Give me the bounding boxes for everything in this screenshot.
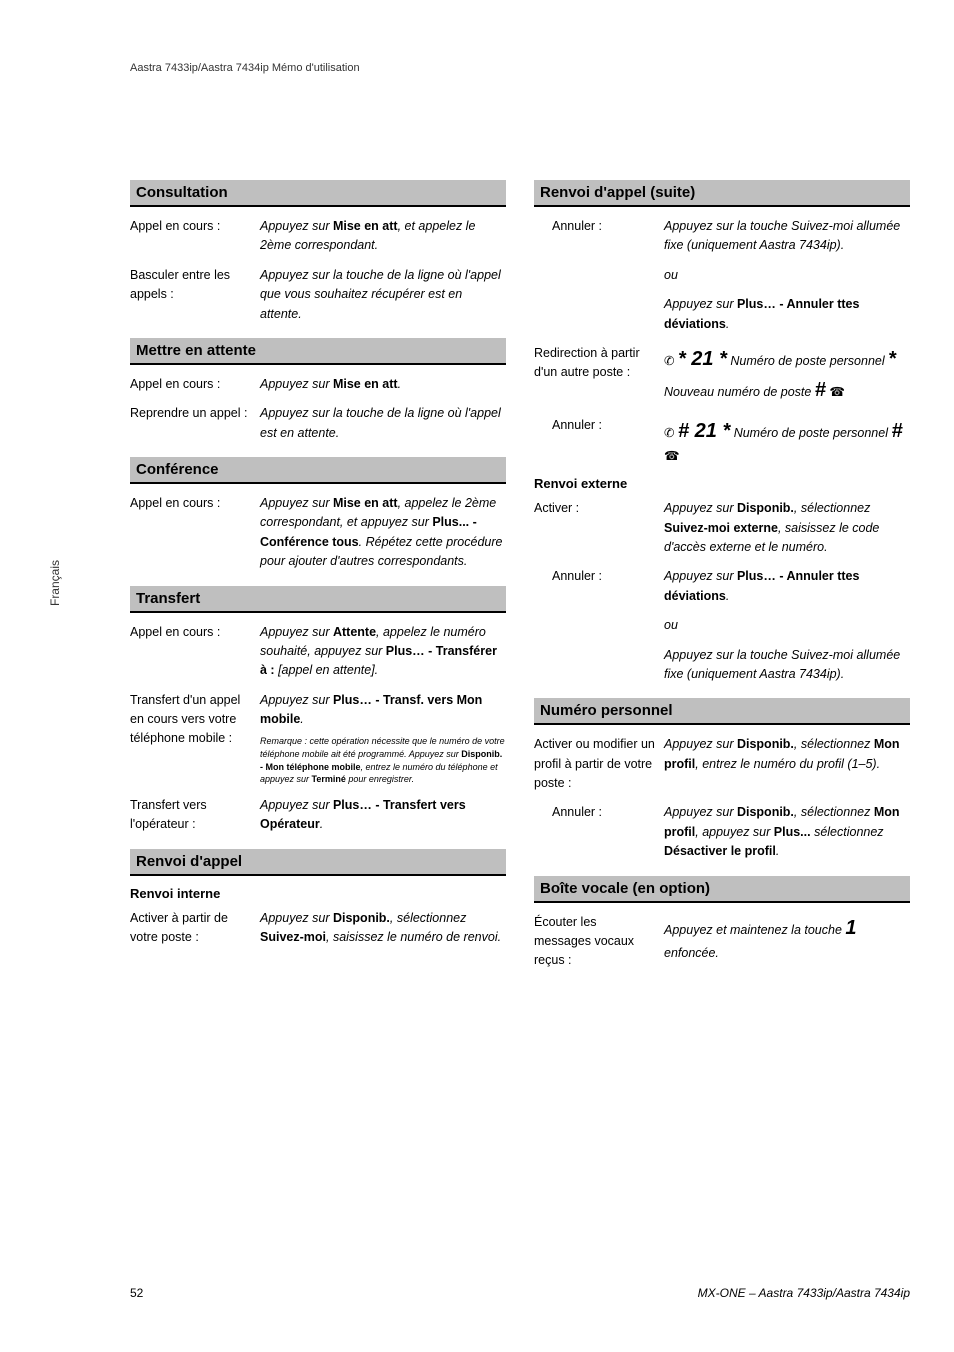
row-value: ou (664, 266, 910, 285)
row-value: Appuyez sur Disponib., sélectionnez Mon … (664, 803, 910, 861)
table-row: Écouter les messages vocaux reçus :Appuy… (534, 913, 910, 971)
row-value: Appuyez sur la touche de la ligne où l'a… (260, 266, 506, 324)
sec-renvoi-suite-body2: Activer :Appuyez sur Disponib., sélectio… (534, 499, 910, 684)
columns: Consultation Appel en cours :Appuyez sur… (130, 180, 910, 981)
row-value: Appuyez sur la touche de la ligne où l'a… (260, 404, 506, 443)
footer: 52 MX-ONE – Aastra 7433ip/Aastra 7434ip (130, 1286, 910, 1300)
row-value: Appuyez sur Plus… - Transfert vers Opéra… (260, 796, 506, 835)
table-row: Appel en cours :Appuyez sur Mise en att. (130, 375, 506, 394)
table-row: Appuyez sur la touche Suivez-moi allumée… (534, 646, 910, 685)
left-col: Consultation Appel en cours :Appuyez sur… (130, 180, 506, 981)
sub-renvoi-interne: Renvoi interne (130, 886, 506, 901)
row-label: Activer : (534, 499, 664, 557)
sec-numero: Numéro personnel (534, 698, 910, 725)
row-value: ou (664, 616, 910, 635)
lang-tab: Français (48, 560, 62, 606)
sec-transfert-body: Appel en cours :Appuyez sur Attente, app… (130, 623, 506, 835)
table-row: Appel en cours :Appuyez sur Attente, app… (130, 623, 506, 681)
sec-conference-body: Appel en cours :Appuyez sur Mise en att,… (130, 494, 506, 572)
row-label: Transfert d'un appel en cours vers votre… (130, 691, 260, 786)
table-row: Annuler :✆ # 21 * Numéro de poste person… (534, 416, 910, 466)
row-value: Appuyez sur Disponib., sélectionnez Mon … (664, 735, 910, 793)
row-value: Appuyez sur Plus… - Annuler ttes déviati… (664, 567, 910, 606)
row-value: Appuyez sur Disponib., sélectionnez Suiv… (664, 499, 910, 557)
sub-renvoi-externe: Renvoi externe (534, 476, 910, 491)
row-value: Appuyez sur Attente, appelez le numéro s… (260, 623, 506, 681)
row-value: Appuyez et maintenez la touche 1 enfoncé… (664, 913, 910, 971)
sec-renvoi-suite: Renvoi d'appel (suite) (534, 180, 910, 207)
footer-product: MX-ONE – Aastra 7433ip/Aastra 7434ip (698, 1286, 910, 1300)
row-label: Redirection à partir d'un autre poste : (534, 344, 664, 406)
row-label: Transfert vers l'opérateur : (130, 796, 260, 835)
table-row: Redirection à partir d'un autre poste :✆… (534, 344, 910, 406)
table-row: Reprendre un appel :Appuyez sur la touch… (130, 404, 506, 443)
table-row: Transfert d'un appel en cours vers votre… (130, 691, 506, 786)
sec-renvoi-suite-body: Annuler :Appuyez sur la touche Suivez-mo… (534, 217, 910, 466)
table-row: Basculer entre les appels :Appuyez sur l… (130, 266, 506, 324)
table-row: ou (534, 266, 910, 285)
table-row: Annuler :Appuyez sur la touche Suivez-mo… (534, 217, 910, 256)
row-label: Appel en cours : (130, 375, 260, 394)
sec-boite: Boîte vocale (en option) (534, 876, 910, 903)
sec-numero-body: Activer ou modifier un profil à partir d… (534, 735, 910, 861)
table-row: Appel en cours :Appuyez sur Mise en att,… (130, 494, 506, 572)
table-row: Annuler :Appuyez sur Disponib., sélectio… (534, 803, 910, 861)
table-row: Transfert vers l'opérateur :Appuyez sur … (130, 796, 506, 835)
page-number: 52 (130, 1286, 143, 1300)
row-label: Reprendre un appel : (130, 404, 260, 443)
row-value: Appuyez sur Mise en att, et appelez le 2… (260, 217, 506, 256)
row-remark: Remarque : cette opération nécessite que… (260, 735, 506, 785)
row-label (534, 266, 664, 285)
row-label: Activer ou modifier un profil à partir d… (534, 735, 664, 793)
sec-boite-body: Écouter les messages vocaux reçus :Appuy… (534, 913, 910, 971)
sec-renvoi: Renvoi d'appel (130, 849, 506, 876)
row-value: Appuyez sur la touche Suivez-moi allumée… (664, 217, 910, 256)
row-label (534, 646, 664, 685)
row-value: Appuyez sur Plus… - Transf. vers Mon mob… (260, 691, 506, 786)
row-label: Appel en cours : (130, 623, 260, 681)
row-label (534, 295, 664, 334)
row-label: Annuler : (534, 416, 664, 466)
table-row: Appuyez sur Plus… - Annuler ttes déviati… (534, 295, 910, 334)
row-label: Activer à partir de votre poste : (130, 909, 260, 948)
right-col: Renvoi d'appel (suite) Annuler :Appuyez … (534, 180, 910, 981)
row-label: Appel en cours : (130, 494, 260, 572)
sec-transfert: Transfert (130, 586, 506, 613)
row-label: Annuler : (534, 567, 664, 606)
sec-conference: Conférence (130, 457, 506, 484)
row-value: ✆ * 21 * Numéro de poste personnel * Nou… (664, 344, 910, 406)
doc-header: Aastra 7433ip/Aastra 7434ip Mémo d'utili… (130, 62, 360, 74)
sec-renvoi-body: Activer à partir de votre poste :Appuyez… (130, 909, 506, 948)
row-label: Écouter les messages vocaux reçus : (534, 913, 664, 971)
sec-consultation-body: Appel en cours :Appuyez sur Mise en att,… (130, 217, 506, 324)
row-value: Appuyez sur Disponib., sélectionnez Suiv… (260, 909, 506, 948)
table-row: Annuler :Appuyez sur Plus… - Annuler tte… (534, 567, 910, 606)
row-value: Appuyez sur Plus… - Annuler ttes déviati… (664, 295, 910, 334)
table-row: Appel en cours :Appuyez sur Mise en att,… (130, 217, 506, 256)
table-row: Activer ou modifier un profil à partir d… (534, 735, 910, 793)
row-value: ✆ # 21 * Numéro de poste personnel # ☎ (664, 416, 910, 466)
row-value: Appuyez sur Mise en att. (260, 375, 506, 394)
table-row: Activer :Appuyez sur Disponib., sélectio… (534, 499, 910, 557)
row-value: Appuyez sur la touche Suivez-moi allumée… (664, 646, 910, 685)
table-row: Activer à partir de votre poste :Appuyez… (130, 909, 506, 948)
table-row: ou (534, 616, 910, 635)
row-value: Appuyez sur Mise en att, appelez le 2ème… (260, 494, 506, 572)
sec-consultation: Consultation (130, 180, 506, 207)
sec-mettre-body: Appel en cours :Appuyez sur Mise en att.… (130, 375, 506, 443)
row-label: Annuler : (534, 803, 664, 861)
row-label: Appel en cours : (130, 217, 260, 256)
row-label: Basculer entre les appels : (130, 266, 260, 324)
sec-mettre: Mettre en attente (130, 338, 506, 365)
row-label (534, 616, 664, 635)
row-label: Annuler : (534, 217, 664, 256)
